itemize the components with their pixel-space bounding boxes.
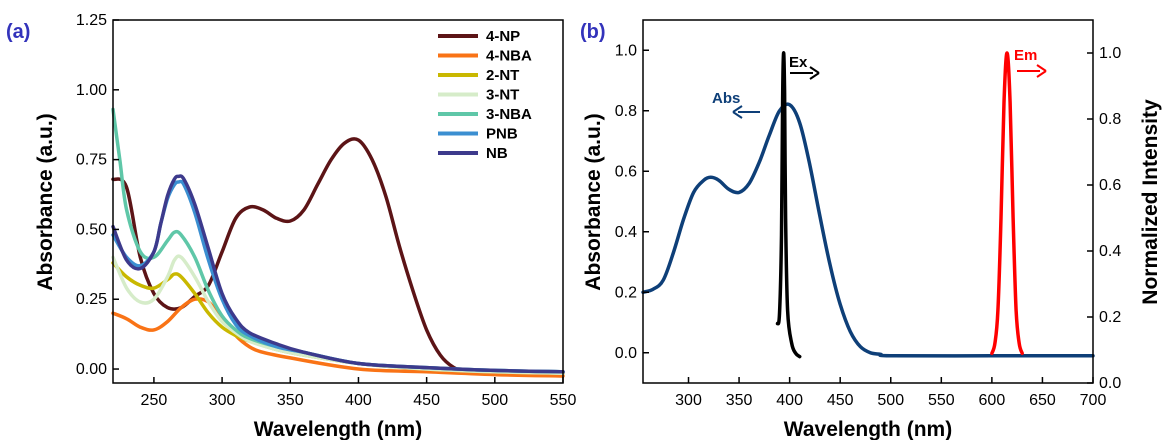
panel-b-annotations: Abs Ex Em — [712, 47, 1047, 119]
panel-b-label: (b) — [580, 21, 606, 43]
panel-b-x-tick-label: 550 — [928, 392, 955, 409]
panel-b-plot-area — [641, 51, 1095, 359]
panel-b-y2-tick-label: 0.8 — [1099, 111, 1121, 128]
panel-b-y-tick-label: 0.6 — [615, 163, 637, 180]
panel-a-plot-area — [111, 107, 565, 378]
panel-a-y-tick-label: 0.25 — [76, 291, 107, 308]
panel-a-legend-label-3-nba: 3-NBA — [486, 106, 532, 123]
panel-a-series-line-4-nba — [111, 297, 565, 378]
panel-b: (b) 300 350 400 450 500 550 600 650 7000.00.20.4… — [580, 19, 1162, 440]
em-arrowhead-icon — [1036, 64, 1047, 78]
panel-a-legend-label-nb: NB — [486, 145, 508, 162]
panel-a-x-tick-label: 500 — [481, 392, 508, 409]
panel-a-legend-label-pnb: PNB — [486, 126, 518, 143]
panel-b-y2-axis-title: Normalized Intensity — [1139, 99, 1162, 305]
panel-a-legend-label-4-nba: 4-NBA — [486, 48, 532, 65]
panel-b-x-axis-title: Wavelength (nm) — [784, 418, 952, 440]
panel-b-series-line-ex — [775, 51, 802, 359]
panel-a-y-tick-label: 0.50 — [76, 221, 107, 238]
panel-b-x-tick-label: 450 — [827, 392, 854, 409]
panel-b-frame — [642, 19, 1094, 384]
panel-b-y-tick-label: 0.4 — [615, 224, 637, 241]
panel-b-x-tick-label: 600 — [979, 392, 1006, 409]
em-annotation-label: Em — [1014, 47, 1037, 64]
panel-a-x-axis-title: Wavelength (nm) — [254, 418, 422, 440]
panel-a-legend-label-4-np: 4-NP — [486, 28, 520, 45]
panel-b-x-tick-label: 500 — [877, 392, 904, 409]
panel-a-x-tick-label: 450 — [413, 392, 440, 409]
panel-b-x-tick-label: 300 — [675, 392, 702, 409]
panel-a-legend: 4-NP 4-NBA 2-NT 3-NT 3-NBA PNB NB — [438, 28, 532, 162]
panel-b-y-tick-label: 1.0 — [615, 42, 637, 59]
panel-a-y-tick-label: 1.00 — [76, 82, 107, 99]
panel-a-axes: 250 300 350 400 450 500 550 0.00 0.25 0.50 0.75 1.0… — [76, 12, 577, 409]
panel-b-y2-tick-label: 0.4 — [1099, 243, 1121, 260]
panel-b-y2-tick-label: 0.0 — [1099, 375, 1121, 392]
ex-annotation-label: Ex — [789, 54, 808, 71]
panel-a: (a) 250 300 350 400 450 500 550 0.00 0.25 0.50 0.7… — [6, 12, 576, 440]
panel-a-y-tick-label: 1.25 — [76, 12, 107, 29]
panel-a-y-tick-label: 0.00 — [76, 361, 107, 378]
panel-a-series-line-3-nt — [111, 254, 565, 375]
panel-b-y2-tick-label: 0.2 — [1099, 309, 1121, 326]
panel-b-y2-tick-label: 1.0 — [1099, 45, 1121, 62]
panel-a-frame — [112, 19, 564, 384]
abs-annotation-label: Abs — [712, 90, 740, 107]
panel-b-series-line-em — [990, 51, 1024, 356]
abs-arrowhead-icon — [732, 105, 743, 119]
panel-b-y-axis-title: Absorbance (a.u.) — [582, 113, 605, 290]
panel-b-series-line-abs — [641, 102, 1095, 358]
ex-arrowhead-icon — [809, 66, 820, 80]
panel-b-axes: 300 350 400 450 500 550 600 650 7000.00.20.40.60… — [615, 42, 1122, 409]
panel-b-y-tick-label: 0.0 — [615, 345, 637, 362]
panel-a-series-line-4-np — [111, 137, 565, 376]
panel-a-x-tick-label: 400 — [345, 392, 372, 409]
panel-a-y-tick-label: 0.75 — [76, 152, 107, 169]
panel-a-x-tick-label: 250 — [141, 392, 168, 409]
panel-a-series-line-2-nt — [111, 261, 565, 375]
panel-a-label: (a) — [6, 21, 30, 43]
panel-a-x-tick-label: 300 — [209, 392, 236, 409]
panel-a-legend-label-2-nt: 2-NT — [486, 67, 519, 84]
panel-a-x-tick-label: 350 — [277, 392, 304, 409]
panel-b-y-tick-label: 0.8 — [615, 103, 637, 120]
panel-a-legend-label-3-nt: 3-NT — [486, 87, 519, 104]
panel-b-y-tick-label: 0.2 — [615, 284, 637, 301]
panel-a-series-line-nb — [111, 174, 565, 374]
panel-b-x-tick-label: 350 — [726, 392, 753, 409]
panel-b-x-tick-label: 400 — [776, 392, 803, 409]
panel-a-y-axis-title: Absorbance (a.u.) — [34, 113, 57, 290]
panel-b-x-tick-label: 650 — [1029, 392, 1056, 409]
panel-b-y2-tick-label: 0.6 — [1099, 177, 1121, 194]
panel-a-x-tick-label: 550 — [550, 392, 577, 409]
panel-b-x-tick-label: 700 — [1080, 392, 1107, 409]
